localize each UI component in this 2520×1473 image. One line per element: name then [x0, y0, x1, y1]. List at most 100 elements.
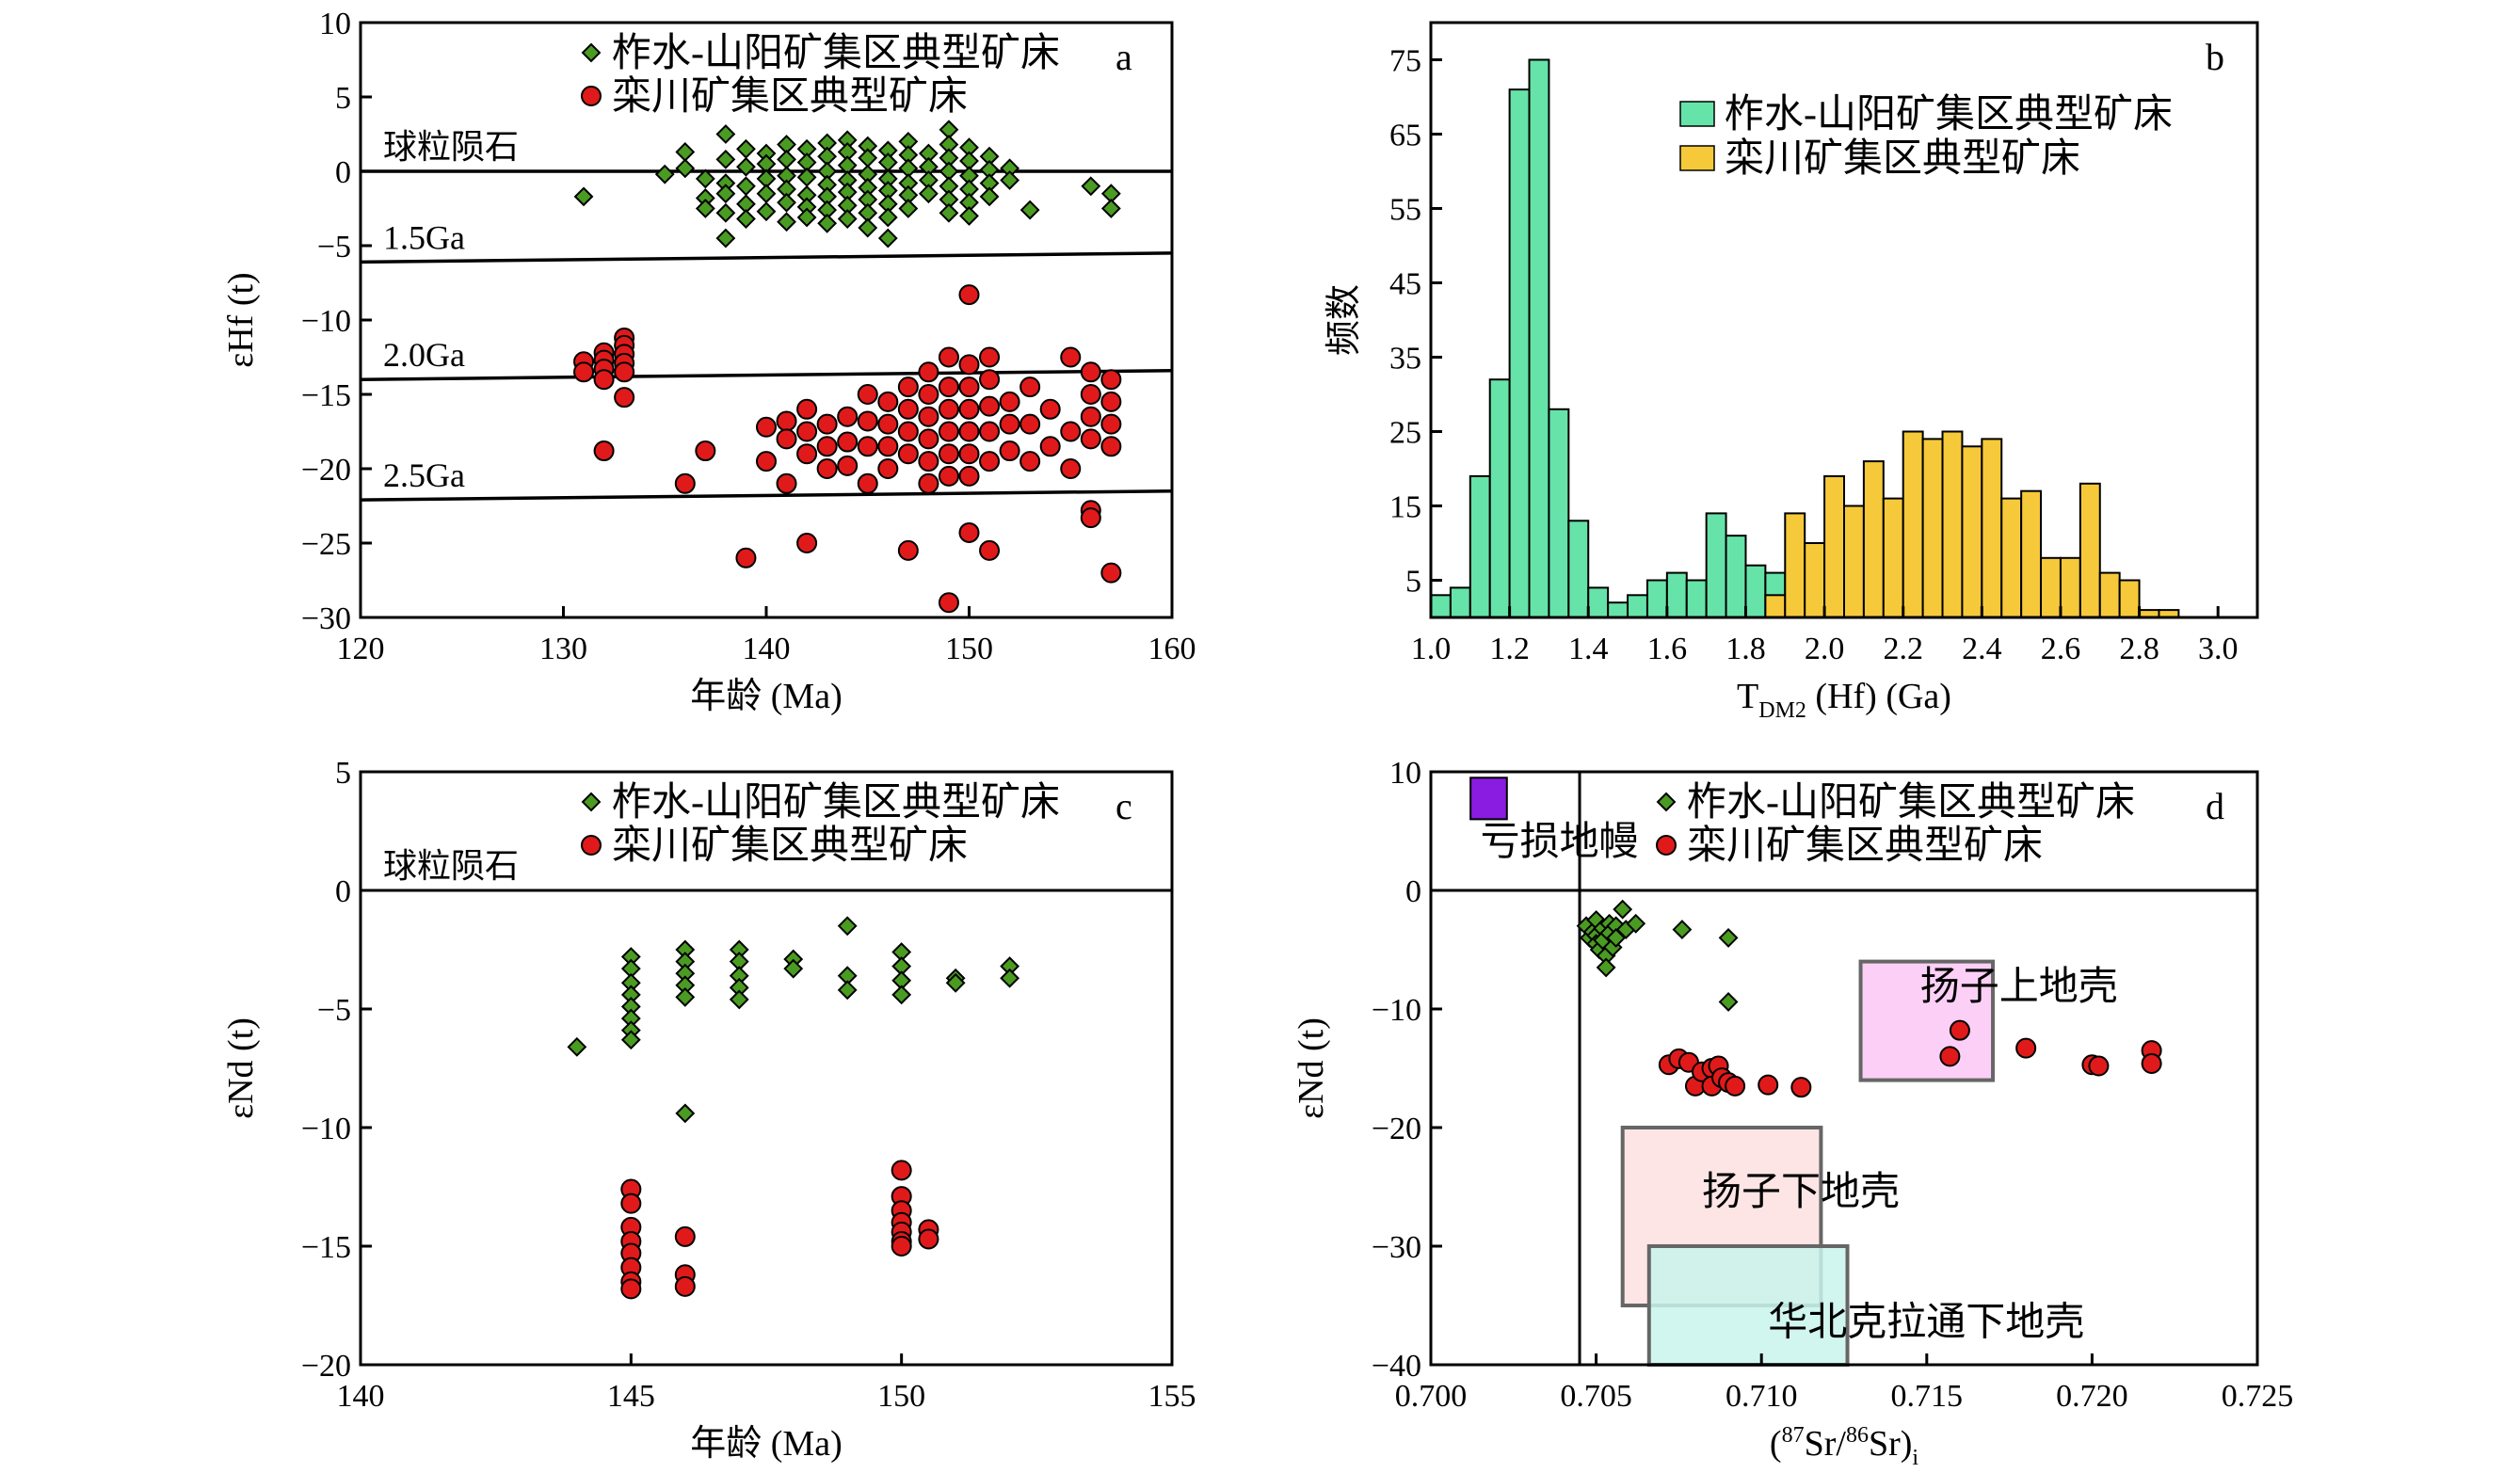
data-point-circle — [979, 451, 1001, 472]
data-point-diamond — [837, 916, 858, 937]
legend-swatch — [1679, 101, 1715, 127]
legend-label: 栾川矿集区典型矿床 — [1725, 136, 2080, 181]
x-tick-label: 145 — [607, 1379, 655, 1414]
data-point-circle — [1939, 1046, 1961, 1067]
x-tick-label: 3.0 — [2198, 632, 2239, 666]
data-point-circle — [2015, 1037, 2037, 1059]
histogram-bar — [1528, 58, 1550, 618]
data-point-circle — [593, 440, 615, 462]
x-tick-label: 130 — [539, 632, 587, 666]
y-tick-label: −20 — [1372, 1112, 1421, 1146]
data-point-diamond — [695, 199, 715, 218]
y-tick-label: 75 — [1389, 44, 1421, 79]
data-point-circle — [1790, 1077, 1812, 1098]
plot-frame — [1429, 770, 2259, 1367]
y-tick-label: 0 — [335, 874, 351, 909]
data-point-circle — [958, 421, 980, 442]
histogram-bar — [1764, 594, 1787, 618]
reference-line — [360, 368, 1173, 381]
histogram-bar — [1567, 520, 1590, 618]
legend-label: 柞水-山阳矿集区典型矿床 — [612, 32, 1060, 75]
data-point-circle — [938, 592, 959, 614]
data-point-diamond — [581, 42, 602, 63]
data-point-diamond — [715, 124, 736, 144]
histogram-bar — [1784, 512, 1806, 619]
data-point-diamond — [1672, 920, 1693, 939]
y-tick-label: 0 — [335, 155, 351, 190]
data-point-circle — [857, 472, 878, 494]
data-point-diamond — [756, 184, 777, 204]
data-point-diamond — [695, 168, 715, 189]
data-point-circle — [999, 413, 1020, 435]
x-tick-label: 1.6 — [1647, 632, 1688, 666]
data-point-circle — [1039, 436, 1061, 457]
y-tick-label: −10 — [301, 1112, 351, 1146]
data-point-circle — [1080, 507, 1101, 529]
y-tick-label: −15 — [301, 1230, 351, 1265]
data-point-diamond — [877, 228, 898, 248]
data-point-diamond — [1626, 913, 1646, 934]
data-point-diamond — [715, 184, 736, 204]
histogram-bar — [1744, 564, 1767, 619]
data-point-circle — [837, 455, 859, 476]
data-point-circle — [918, 384, 939, 405]
data-point-diamond — [891, 985, 912, 1005]
data-point-diamond — [1100, 199, 1121, 218]
x-tick-label: 160 — [1148, 632, 1196, 666]
data-point-circle — [979, 395, 1001, 417]
data-point-diamond — [945, 972, 966, 993]
x-tick-label: 2.2 — [1883, 632, 1923, 666]
data-point-circle — [918, 451, 939, 472]
x-tick-label: 0.700 — [1395, 1379, 1468, 1414]
data-point-diamond — [777, 192, 796, 213]
histogram-bar — [1587, 586, 1610, 619]
field-label: 亏损地幔 — [1481, 821, 1639, 864]
data-point-diamond — [1000, 170, 1020, 190]
data-point-circle — [593, 369, 615, 391]
data-point-diamond — [1081, 176, 1101, 197]
data-point-circle — [938, 376, 959, 398]
data-point-circle — [958, 443, 980, 465]
data-point-diamond — [715, 228, 736, 248]
x-axis-label-main: T — [1737, 677, 1758, 716]
data-point-circle — [877, 458, 899, 479]
data-point-circle — [1019, 376, 1041, 398]
data-point-circle — [918, 472, 939, 494]
data-point-circle — [1019, 451, 1041, 472]
x-tick-label: 1.2 — [1489, 632, 1530, 666]
panel-label: a — [1116, 36, 1132, 78]
y-tick-label: −30 — [1372, 1230, 1421, 1265]
x-tick-label: 140 — [743, 632, 791, 666]
y-tick-label: −25 — [301, 527, 351, 562]
x-tick-label: 2.6 — [2041, 632, 2081, 666]
data-point-diamond — [796, 207, 817, 228]
x-axis-label-part: 87 — [1782, 1423, 1805, 1448]
data-point-circle — [979, 346, 1001, 368]
data-point-circle — [1100, 562, 1122, 584]
data-point-circle — [958, 354, 980, 376]
legend-label: 柞水-山阳矿集区典型矿床 — [1725, 93, 2173, 136]
data-point-circle — [1060, 346, 1082, 368]
y-tick-label: 45 — [1389, 267, 1421, 302]
y-tick-label: −10 — [301, 304, 351, 339]
histogram-bar — [1862, 460, 1885, 618]
data-point-circle — [776, 472, 797, 494]
x-tick-label: 0.710 — [1725, 1379, 1798, 1414]
y-tick-label: 55 — [1389, 193, 1421, 228]
data-point-diamond — [715, 202, 736, 223]
data-point-circle — [573, 361, 595, 383]
x-tick-label: 0.725 — [2222, 1379, 2294, 1414]
histogram-bar — [1488, 378, 1511, 619]
data-point-diamond — [729, 989, 749, 1010]
data-point-circle — [958, 521, 980, 543]
data-point-circle — [938, 465, 959, 487]
data-point-circle — [918, 406, 939, 427]
x-tick-label: 0.705 — [1560, 1379, 1632, 1414]
x-tick-label: 1.8 — [1725, 632, 1766, 666]
x-tick-label: 1.4 — [1568, 632, 1609, 666]
legend-label: 栾川矿集区典型矿床 — [612, 74, 968, 119]
data-point-diamond — [736, 176, 756, 197]
y-tick-label: 25 — [1389, 416, 1421, 451]
data-point-circle — [756, 451, 777, 472]
